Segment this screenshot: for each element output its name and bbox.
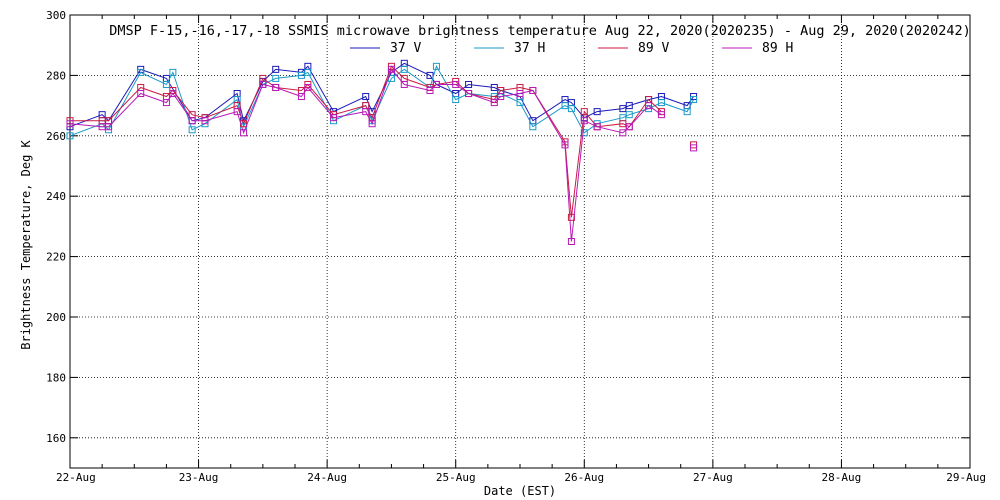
x-tick-label: 24-Aug — [307, 471, 347, 484]
data-point — [657, 111, 665, 119]
x-tick-label: 26-Aug — [564, 471, 604, 484]
data-point — [162, 80, 170, 88]
data-point — [580, 117, 588, 125]
data-point — [465, 80, 473, 88]
data-point — [690, 144, 698, 152]
data-point — [201, 117, 209, 125]
data-point — [690, 96, 698, 104]
data-point — [529, 87, 537, 94]
data-point — [272, 83, 280, 91]
y-tick-label: 180 — [46, 371, 66, 384]
data-point — [66, 132, 74, 140]
data-point — [188, 126, 196, 134]
y-tick-label: 160 — [46, 432, 66, 445]
data-point — [657, 99, 665, 107]
data-point — [426, 71, 434, 79]
data-point — [529, 123, 537, 131]
data-point — [683, 108, 691, 116]
y-tick-label: 280 — [46, 69, 66, 82]
y-tick-label: 220 — [46, 251, 66, 264]
data-point — [465, 90, 473, 98]
x-tick-label: 27-Aug — [693, 471, 733, 484]
grid-layer — [70, 15, 970, 468]
data-point — [432, 62, 440, 70]
legend-label: 37 H — [514, 41, 545, 56]
data-point — [432, 80, 440, 88]
data-point — [593, 108, 601, 116]
data-point — [137, 68, 145, 76]
data-point — [105, 123, 113, 131]
chart-title: DMSP F-15,-16,-17,-18 SSMIS microwave br… — [109, 23, 971, 39]
legend-label: 89 H — [762, 41, 793, 56]
data-point — [452, 80, 460, 88]
x-tick-label: 23-Aug — [179, 471, 219, 484]
data-point — [66, 120, 74, 128]
data-point — [169, 68, 177, 76]
legend: 37 V 37 H 89 V 89 H — [350, 41, 793, 56]
data-point — [297, 93, 305, 101]
data-point — [368, 120, 376, 128]
data-point — [400, 80, 408, 88]
data-point — [330, 114, 338, 122]
x-tick-label: 22-Aug — [56, 471, 96, 484]
data-point — [593, 123, 601, 131]
data-point — [233, 108, 241, 116]
data-point — [137, 90, 145, 98]
data-point — [259, 80, 267, 88]
data-point — [188, 117, 196, 125]
data-point — [400, 65, 408, 73]
data-point — [169, 90, 177, 98]
data-point — [516, 90, 524, 98]
data-point — [490, 99, 498, 107]
x-axis-label: Date (EST) — [484, 484, 556, 498]
y-tick-label: 240 — [46, 190, 66, 203]
data-point — [625, 102, 633, 110]
ticks-layer: 160 180 200 220 240 260 280 300 22-Aug 23-Aug 24-A… — [46, 9, 986, 484]
y-tick-label: 200 — [46, 311, 66, 324]
legend-label: 37 V — [390, 41, 421, 56]
data-point — [426, 87, 434, 94]
y-tick-label: 300 — [46, 9, 66, 22]
x-tick-label: 25-Aug — [436, 471, 476, 484]
data-point — [304, 83, 312, 91]
data-point — [452, 96, 460, 104]
data-point — [580, 108, 588, 116]
data-point — [625, 123, 633, 131]
data-point — [240, 129, 248, 137]
data-point — [567, 238, 575, 245]
data-point — [362, 93, 370, 101]
data-point — [272, 74, 280, 82]
data-point — [387, 65, 395, 73]
series-layer — [66, 59, 698, 245]
data-point — [625, 111, 633, 119]
series-89-h — [66, 65, 698, 245]
data-point — [567, 105, 575, 113]
data-point — [619, 129, 627, 137]
series-line — [69, 68, 662, 242]
legend-label: 89 V — [638, 41, 669, 56]
data-point — [162, 99, 170, 107]
y-tick-label: 260 — [46, 130, 66, 143]
data-point — [362, 108, 370, 116]
data-point — [497, 93, 505, 101]
data-point — [304, 68, 312, 76]
y-axis-label: Brightness Temperature, Deg K — [19, 139, 33, 349]
data-point — [561, 141, 569, 149]
data-point — [645, 102, 653, 110]
data-point — [272, 65, 280, 73]
data-point — [516, 99, 524, 107]
x-tick-label: 29-Aug — [946, 471, 986, 484]
x-tick-label: 28-Aug — [822, 471, 862, 484]
